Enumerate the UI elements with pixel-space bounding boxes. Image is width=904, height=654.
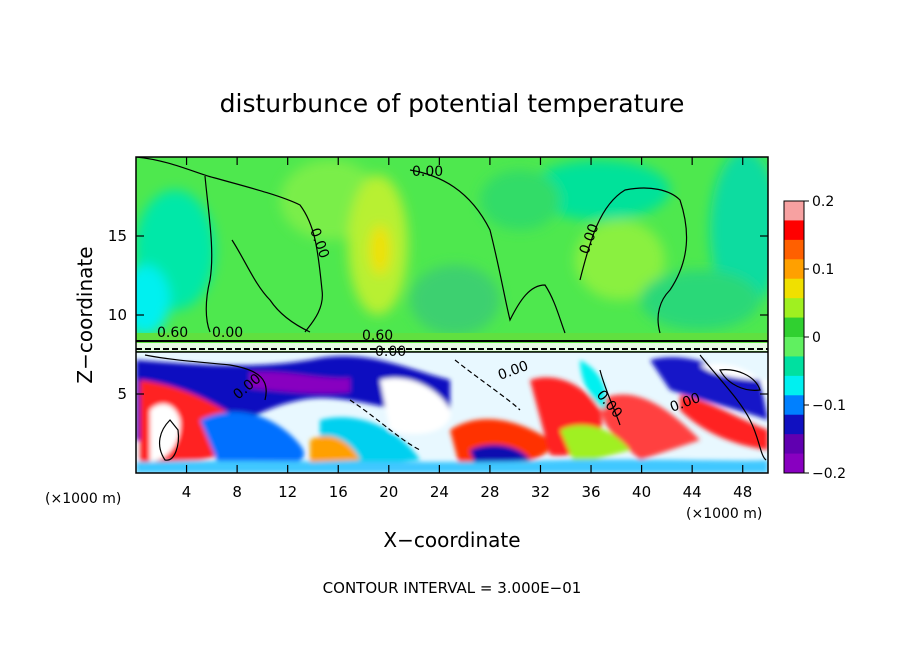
contour-label: 0.00 — [375, 344, 406, 360]
contour-interval-note: CONTOUR INTERVAL = 3.000E−01 — [323, 579, 582, 597]
colorbar-swatch — [784, 453, 804, 474]
x-axis: 4 8 12 16 20 24 28 32 36 40 44 48 — [182, 157, 752, 501]
x-tick-label: 44 — [683, 483, 702, 501]
chart-title: disturbunce of potential temperature — [220, 89, 685, 118]
colorbar-swatch — [784, 317, 804, 338]
x-tick-label: 36 — [581, 483, 600, 501]
colorbar-swatch — [784, 395, 804, 416]
colorbar-tick-label: 0.1 — [812, 262, 834, 278]
x-tick-label: 28 — [480, 483, 499, 501]
y-axis-label: Z−coordinate — [73, 246, 97, 383]
colorbar-swatch — [784, 375, 804, 396]
x-tick-label: 48 — [733, 483, 752, 501]
contour-label: 0.00 — [212, 325, 243, 341]
colorbar-tick-label: 0.2 — [812, 194, 834, 210]
contour-label: 0.00 — [412, 164, 443, 180]
colorbar-tick-label: 0 — [812, 330, 821, 346]
x-unit-right: (×1000 m) — [686, 506, 762, 522]
x-tick-label: 4 — [182, 483, 192, 501]
y-tick-label: 10 — [108, 306, 127, 324]
x-tick-label: 12 — [278, 483, 297, 501]
colorbar-tick-label: −0.2 — [812, 466, 846, 482]
colorbar-swatch — [784, 259, 804, 280]
x-tick-label: 8 — [232, 483, 242, 501]
x-axis-label: X−coordinate — [383, 528, 520, 552]
colorbar-ticks: 0.2 0.1 0 −0.1 −0.2 — [804, 194, 846, 482]
colorbar-swatch — [784, 278, 804, 299]
colorbar-swatch — [784, 239, 804, 260]
y-tick-label: 15 — [108, 227, 127, 245]
x-unit-left: (×1000 m) — [45, 491, 121, 507]
x-tick-label: 24 — [430, 483, 449, 501]
x-tick-label: 32 — [531, 483, 550, 501]
colorbar-swatch — [784, 414, 804, 435]
colorbar-swatch — [784, 201, 804, 221]
colorbar-swatch — [784, 220, 804, 241]
contour-label: 0.60 — [362, 328, 393, 344]
x-tick-label: 20 — [379, 483, 398, 501]
colorbar — [784, 201, 804, 474]
colorbar-swatch — [784, 298, 804, 319]
colorbar-swatch — [784, 337, 804, 357]
y-axis: 5 10 15 — [108, 227, 768, 403]
colorbar-swatch — [784, 356, 804, 377]
colorbar-swatch — [784, 434, 804, 455]
x-tick-label: 40 — [632, 483, 651, 501]
colorbar-tick-label: −0.1 — [812, 398, 846, 414]
field-plot — [136, 157, 768, 473]
y-tick-label: 5 — [117, 385, 127, 403]
contour-label: 0.60 — [157, 325, 188, 341]
x-tick-label: 16 — [329, 483, 348, 501]
